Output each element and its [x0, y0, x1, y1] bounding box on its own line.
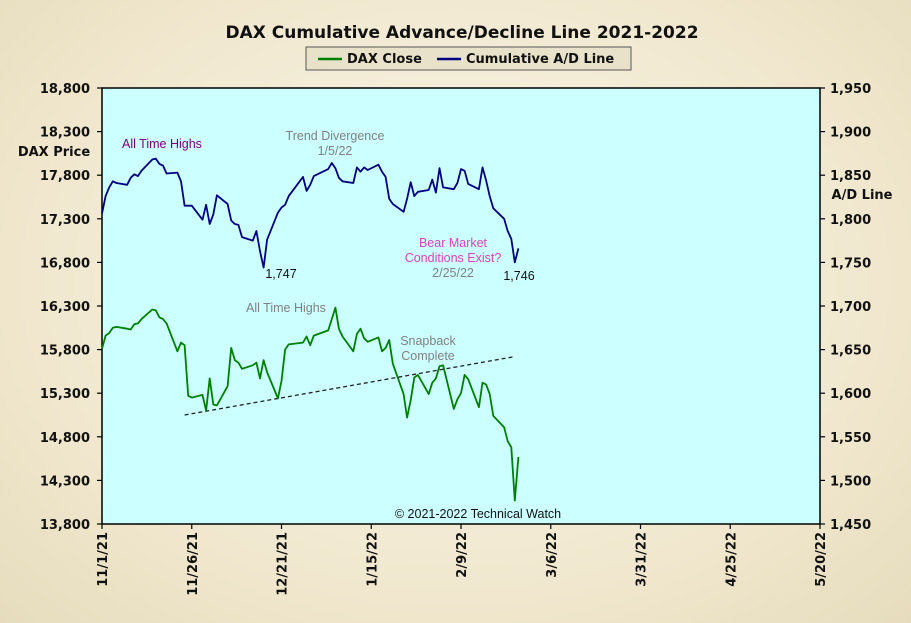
x-tick-label: 1/15/22 [365, 532, 380, 587]
right-tick-label: 1,700 [830, 300, 871, 315]
left-axis-title: DAX Price [18, 145, 91, 160]
left-tick-label: 15,300 [40, 387, 90, 402]
legend: DAX Close Cumulative A/D Line [305, 46, 632, 71]
series-line-dax-close [101, 306, 520, 502]
x-tick-label: 5/20/22 [814, 532, 829, 587]
annotation-bear-date: 2/25/22 [432, 266, 474, 280]
legend-label-dax: DAX Close [347, 52, 422, 67]
left-tick-label: 17,800 [40, 169, 90, 184]
annotation-trend-divergence: Trend Divergence [286, 129, 385, 143]
right-tick-label: 1,800 [830, 213, 871, 228]
right-tick-label: 1,950 [830, 82, 871, 97]
left-tick-label: 14,300 [40, 474, 90, 489]
annotations: All Time Highs Trend Divergence 1/5/22 1… [122, 129, 561, 521]
annotation-all-time-highs-dax: All Time Highs [246, 301, 326, 315]
plot-area [102, 88, 820, 524]
right-tick-label: 1,550 [830, 431, 871, 446]
right-axis-title: A/D Line [832, 188, 893, 203]
annotation-low-1746: 1,746 [503, 269, 534, 283]
annotation-snapback-complete: Complete [401, 349, 455, 363]
legend-box [305, 46, 632, 71]
x-tick-label: 4/25/22 [724, 532, 739, 587]
series-line-cumulative-ad [101, 157, 520, 269]
annotation-conditions-exist: Conditions Exist? [405, 251, 502, 265]
right-tick-label: 1,850 [830, 169, 871, 184]
right-tick-label: 1,500 [830, 474, 871, 489]
x-tick-label: 11/26/21 [186, 532, 201, 596]
chart-title: DAX Cumulative Advance/Decline Line 2021… [225, 23, 698, 43]
series-layer [101, 157, 520, 502]
copyright-text: © 2021-2022 Technical Watch [395, 507, 561, 521]
left-tick-label: 16,300 [40, 300, 90, 315]
annotation-snapback: Snapback [400, 334, 456, 348]
left-tick-label: 16,800 [40, 256, 90, 271]
left-tick-label: 15,800 [40, 344, 90, 359]
right-tick-label: 1,750 [830, 256, 871, 271]
left-tick-label: 13,800 [40, 518, 90, 533]
x-tick-label: 11/1/21 [96, 532, 111, 587]
x-tick-label: 3/6/22 [545, 532, 560, 578]
annotation-trend-divergence-date: 1/5/22 [318, 144, 353, 158]
axes-layer: 18,800 18,300 17,800 17,300 16,800 16,300 15,8… [40, 82, 871, 596]
right-tick-label: 1,450 [830, 518, 871, 533]
left-tick-label: 18,300 [40, 126, 90, 141]
right-tick-label: 1,900 [830, 126, 871, 141]
right-tick-label: 1,650 [830, 344, 871, 359]
x-tick-label: 2/9/22 [455, 532, 470, 578]
x-tick-label: 12/21/21 [276, 532, 291, 596]
annotation-all-time-highs-ad: All Time Highs [122, 137, 202, 151]
left-tick-label: 17,300 [40, 213, 90, 228]
left-tick-label: 14,800 [40, 431, 90, 446]
legend-label-ad: Cumulative A/D Line [466, 52, 614, 67]
annotation-low-1747: 1,747 [265, 267, 296, 281]
left-tick-label: 18,800 [40, 82, 90, 97]
x-tick-label: 3/31/22 [635, 532, 650, 587]
annotation-bear-market: Bear Market [419, 236, 488, 250]
right-tick-label: 1,600 [830, 387, 871, 402]
